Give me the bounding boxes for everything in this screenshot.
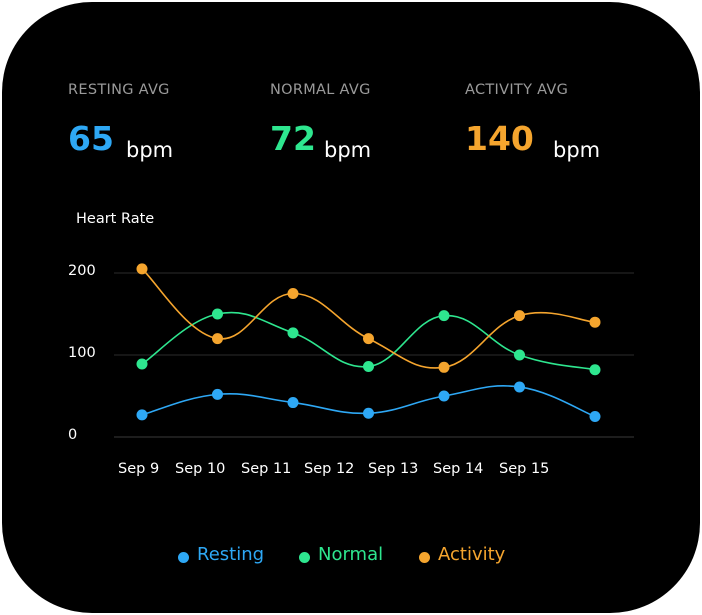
data-point-activity xyxy=(212,333,223,345)
data-point-normal xyxy=(287,327,299,339)
data-point-resting xyxy=(136,409,148,421)
series-points xyxy=(136,263,601,422)
y-tick-label: 0 xyxy=(68,427,77,443)
data-point-resting xyxy=(212,388,223,400)
stat-resting-unit: bpm xyxy=(126,138,174,162)
y-tick-labels: 0 100 200 xyxy=(68,263,96,443)
stat-resting-label: RESTING AVG xyxy=(68,82,170,98)
stat-resting-value: 65 xyxy=(68,119,114,158)
data-point-resting xyxy=(438,390,450,402)
data-point-resting xyxy=(589,411,601,422)
series-line-activity xyxy=(141,268,596,369)
legend-item-activity: Activity xyxy=(419,542,505,566)
data-point-normal xyxy=(589,364,601,376)
stat-activity-unit: bpm xyxy=(553,138,601,162)
x-tick-label: Sep 11 xyxy=(241,461,291,477)
x-tick-label: Sep 10 xyxy=(175,461,225,477)
stat-normal-value: 72 xyxy=(270,119,316,158)
stat-normal-unit: bpm xyxy=(324,138,372,162)
data-point-resting xyxy=(363,407,374,419)
legend-label-normal: Normal xyxy=(318,543,384,565)
y-tick-label: 200 xyxy=(68,263,96,279)
y-tick-label: 100 xyxy=(68,345,96,361)
legend-dot-activity xyxy=(419,551,430,563)
data-point-normal xyxy=(136,358,148,370)
data-point-normal xyxy=(514,349,525,361)
stat-normal-label: NORMAL AVG xyxy=(270,82,371,98)
data-point-activity xyxy=(514,310,525,322)
legend-item-resting: Resting xyxy=(178,542,264,566)
stat-activity-label: ACTIVITY AVG xyxy=(465,82,569,98)
data-point-activity xyxy=(589,316,601,328)
x-tick-label: Sep 13 xyxy=(368,461,418,477)
legend-label-resting: Resting xyxy=(197,543,265,565)
legend-label-activity: Activity xyxy=(438,543,506,565)
legend-item-normal: Normal xyxy=(299,542,383,566)
x-tick-labels: Sep 9 Sep 10 Sep 11 Sep 12 Sep 13 Sep 14 Sep 1… xyxy=(118,461,549,477)
x-tick-label: Sep 12 xyxy=(304,461,354,477)
x-tick-label: Sep 14 xyxy=(433,461,483,477)
data-point-activity xyxy=(438,361,450,373)
grid-lines xyxy=(114,272,634,438)
stat-activity-value: 140 xyxy=(465,119,534,158)
x-tick-label: Sep 15 xyxy=(499,461,549,477)
data-point-activity xyxy=(363,333,374,345)
legend-dot-normal xyxy=(299,551,310,563)
data-point-resting xyxy=(287,397,299,409)
data-point-normal xyxy=(363,360,374,372)
data-point-normal xyxy=(438,310,450,322)
legend-dot-resting xyxy=(178,551,189,563)
x-tick-label: Sep 9 xyxy=(118,461,159,477)
data-point-normal xyxy=(212,308,223,320)
data-point-activity xyxy=(287,288,299,299)
data-point-resting xyxy=(514,381,525,393)
y-axis-label: Heart Rate xyxy=(76,211,154,227)
data-point-activity xyxy=(136,263,148,275)
